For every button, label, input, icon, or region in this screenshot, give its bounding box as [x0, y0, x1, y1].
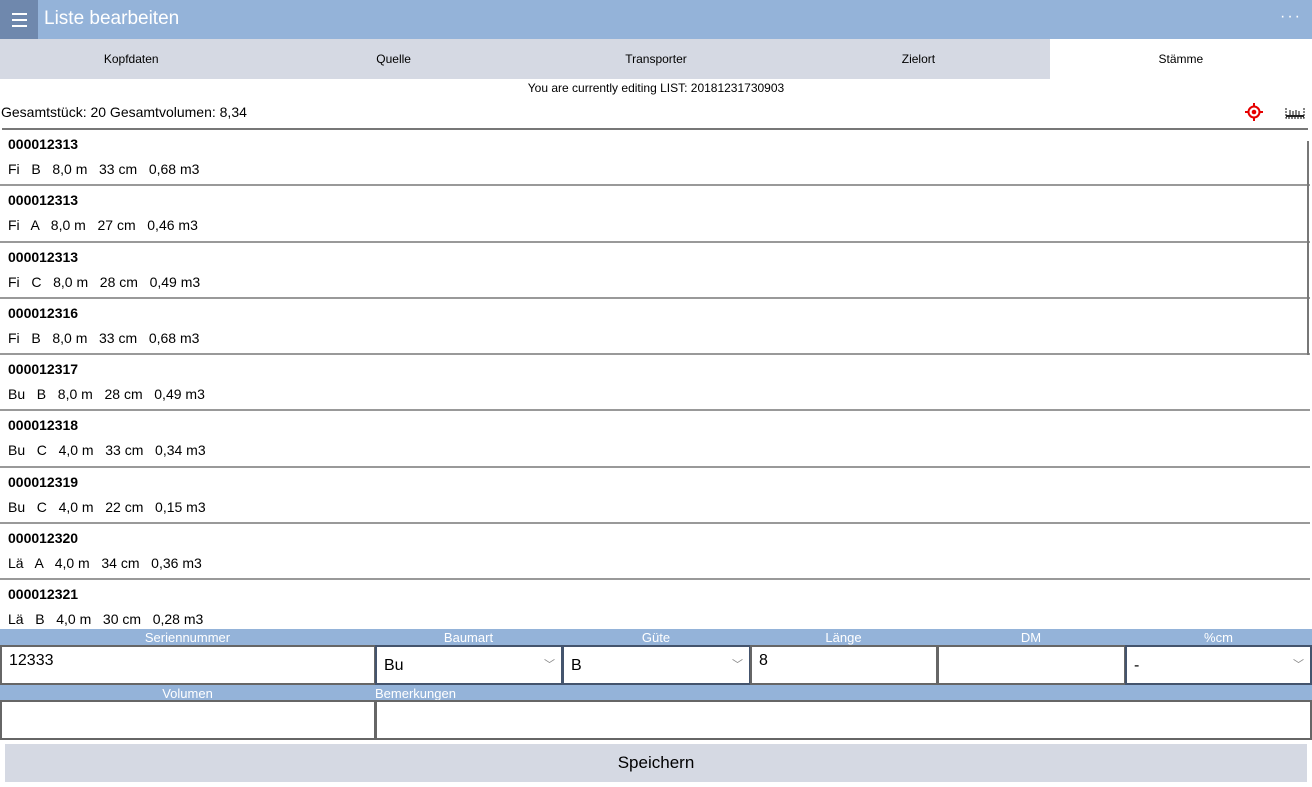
- list-item[interactable]: 000012313 Fi A 8,0 m 27 cm 0,46 m3: [0, 186, 1310, 243]
- dm-label: DM: [937, 629, 1125, 645]
- length-label: Länge: [750, 629, 937, 645]
- species-select[interactable]: Bu ﹀: [375, 645, 563, 685]
- log-details: Bu C 4,0 m 22 cm 0,15 m3: [8, 498, 206, 515]
- list-item[interactable]: 000012316 Fi B 8,0 m 33 cm 0,68 m3: [0, 299, 1310, 356]
- tab-bar: Kopfdaten Quelle Transporter Zielort Stä…: [0, 39, 1312, 79]
- volume-label: Volumen: [0, 685, 375, 701]
- remarks-label: Bemerkungen: [375, 685, 1312, 701]
- species-value: Bu: [384, 657, 404, 674]
- save-button[interactable]: Speichern: [5, 744, 1307, 782]
- tab-kopfdaten[interactable]: Kopfdaten: [103, 52, 159, 66]
- measure-ruler-icon[interactable]: [1284, 103, 1306, 121]
- list-item[interactable]: 000012321 Lä B 4,0 m 30 cm 0,28 m3: [0, 580, 1310, 628]
- log-details: Lä B 4,0 m 30 cm 0,28 m3: [8, 611, 204, 628]
- log-id: 000012321: [8, 586, 79, 603]
- length-input[interactable]: 8: [750, 645, 938, 685]
- chevron-down-icon: ﹀: [732, 659, 743, 671]
- log-details: Fi B 8,0 m 33 cm 0,68 m3: [8, 161, 200, 177]
- log-id: 000012313: [8, 136, 79, 152]
- quality-value: B: [571, 657, 582, 674]
- title-bar: Liste bearbeiten ···: [0, 0, 1312, 39]
- quality-label: Güte: [562, 629, 750, 645]
- log-details: Fi A 8,0 m 27 cm 0,46 m3: [8, 217, 198, 234]
- pcm-select[interactable]: - ﹀: [1125, 645, 1312, 685]
- serial-label: Seriennummer: [0, 629, 375, 645]
- log-list[interactable]: 000012313 Fi B 8,0 m 33 cm 0,68 m3 0000123…: [0, 130, 1310, 628]
- log-details: Lä A 4,0 m 34 cm 0,36 m3: [8, 555, 202, 572]
- length-value: 8: [759, 652, 768, 669]
- summary-text: Gesamtstück: 20 Gesamtvolumen: 8,34: [1, 104, 247, 120]
- list-item[interactable]: 000012313 Fi C 8,0 m 28 cm 0,49 m3: [0, 243, 1310, 299]
- gps-target-icon[interactable]: [1245, 103, 1263, 121]
- serial-value: 12333: [9, 652, 54, 669]
- log-id: 000012319: [8, 473, 79, 490]
- tab-zielort[interactable]: Zielort: [901, 52, 936, 66]
- tab-quelle[interactable]: Quelle: [376, 52, 411, 66]
- log-details: Fi C 8,0 m 28 cm 0,49 m3: [8, 273, 201, 290]
- dm-input[interactable]: [937, 645, 1126, 685]
- list-item[interactable]: 000012318 Bu C 4,0 m 33 cm 0,34 m3: [0, 411, 1310, 468]
- log-id: 000012316: [8, 304, 79, 321]
- chevron-down-icon: ﹀: [544, 659, 555, 671]
- species-label: Baumart: [375, 629, 562, 645]
- list-item[interactable]: 000012319 Bu C 4,0 m 22 cm 0,15 m3: [0, 468, 1310, 525]
- chevron-down-icon: ﹀: [1293, 659, 1304, 671]
- divider: [2, 128, 1308, 130]
- serial-input[interactable]: 12333: [0, 645, 376, 685]
- log-details: Fi B 8,0 m 33 cm 0,68 m3: [8, 329, 200, 346]
- log-id: 000012320: [8, 530, 79, 547]
- log-id: 000012313: [8, 248, 79, 265]
- list-item[interactable]: 000012313 Fi B 8,0 m 33 cm 0,68 m3: [0, 130, 1310, 187]
- tab-staemme[interactable]: Stämme: [1049, 39, 1312, 79]
- pcm-label: %cm: [1125, 629, 1312, 645]
- editing-info: You are currently editing LIST: 20181231…: [527, 81, 785, 95]
- log-details: Bu B 8,0 m 28 cm 0,49 m3: [8, 386, 205, 403]
- log-id: 000012317: [8, 361, 79, 378]
- list-item[interactable]: 000012317 Bu B 8,0 m 28 cm 0,49 m3: [0, 355, 1310, 412]
- hamburger-menu-button[interactable]: [0, 0, 38, 39]
- log-details: Bu C 4,0 m 33 cm 0,34 m3: [8, 442, 206, 459]
- quality-select[interactable]: B ﹀: [562, 645, 751, 685]
- more-options-button[interactable]: ···: [1280, 8, 1302, 25]
- scrollbar[interactable]: [1307, 141, 1309, 355]
- list-item[interactable]: 000012320 Lä A 4,0 m 34 cm 0,36 m3: [0, 524, 1310, 581]
- tab-transporter[interactable]: Transporter: [625, 52, 687, 66]
- log-id: 000012313: [8, 192, 79, 209]
- pcm-value: -: [1134, 657, 1140, 674]
- page-title: Liste bearbeiten: [44, 8, 180, 29]
- remarks-input[interactable]: [375, 700, 1312, 740]
- volume-input[interactable]: [0, 700, 376, 740]
- log-id: 000012318: [8, 417, 79, 434]
